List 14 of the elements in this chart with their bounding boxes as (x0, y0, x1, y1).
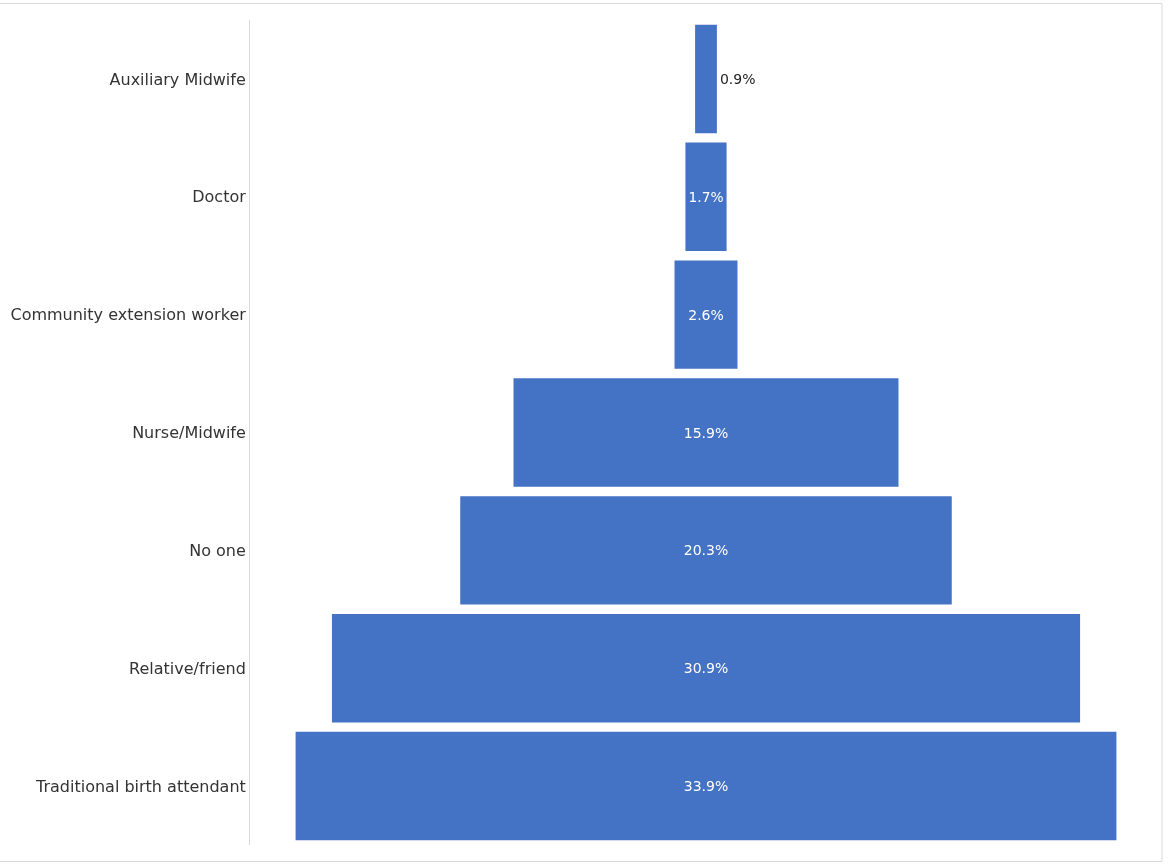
data-label: 33.9% (683, 778, 729, 795)
category-label: Doctor (192, 187, 247, 207)
data-label: 15.9% (683, 424, 729, 441)
category-label: Relative/friend (129, 658, 246, 678)
category-label: Traditional birth attendant (35, 776, 246, 796)
category-label: Auxiliary Midwife (109, 69, 246, 89)
category-label: No one (189, 540, 246, 560)
data-label: 2.6% (688, 306, 724, 323)
data-label: 30.9% (683, 660, 729, 677)
category-label: Nurse/Midwife (132, 423, 246, 443)
data-label: 0.9% (719, 70, 756, 87)
category-label: Community extension worker (10, 305, 247, 325)
data-label: 20.3% (683, 542, 729, 559)
data-label: 1.7% (688, 188, 724, 205)
